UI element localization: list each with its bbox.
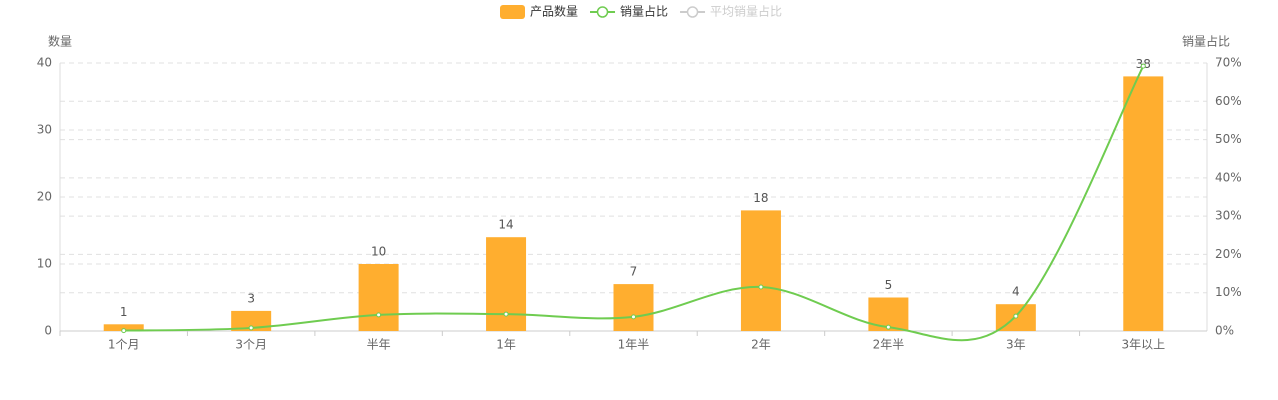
line-point bbox=[885, 324, 891, 330]
bar bbox=[358, 264, 399, 331]
y-tick-label: 20 bbox=[37, 190, 52, 204]
legend-label[interactable]: 平均销量占比 bbox=[710, 4, 782, 19]
legend-label[interactable]: 产品数量 bbox=[530, 4, 578, 19]
x-tick-label: 1个月 bbox=[108, 338, 140, 352]
data-label: 14 bbox=[498, 218, 513, 232]
line-point bbox=[376, 312, 382, 318]
y-tick-label: 10 bbox=[37, 257, 52, 271]
data-label: 4 bbox=[1012, 285, 1020, 299]
bar bbox=[103, 324, 144, 331]
y2-tick-label: 10% bbox=[1215, 285, 1242, 299]
legend-swatch[interactable] bbox=[596, 6, 609, 18]
bar bbox=[486, 237, 527, 331]
x-tick-label: 3年以上 bbox=[1121, 338, 1165, 352]
x-tick-label: 2年 bbox=[751, 338, 771, 352]
data-label: 1 bbox=[120, 305, 128, 319]
legend-label[interactable]: 销量占比 bbox=[620, 4, 668, 19]
legend-swatch[interactable] bbox=[686, 6, 699, 18]
x-tick-label: 半年 bbox=[367, 338, 391, 352]
x-tick-label: 1年 bbox=[496, 338, 516, 352]
y-tick-label: 40 bbox=[37, 56, 52, 70]
line-point bbox=[1013, 313, 1019, 319]
y-tick-label: 0 bbox=[44, 324, 52, 338]
y2-axis-label: 销量占比 bbox=[1182, 34, 1230, 49]
line-point bbox=[1140, 63, 1146, 69]
bar bbox=[613, 284, 654, 331]
y2-tick-label: 30% bbox=[1215, 209, 1242, 223]
line-point bbox=[503, 311, 509, 317]
y2-tick-label: 20% bbox=[1215, 247, 1242, 261]
x-tick-label: 2年半 bbox=[873, 338, 905, 352]
data-label: 10 bbox=[371, 245, 386, 259]
y2-tick-label: 40% bbox=[1215, 170, 1242, 184]
line-point bbox=[121, 328, 127, 334]
bar bbox=[1123, 76, 1164, 332]
line-point bbox=[631, 314, 636, 320]
y2-tick-label: 0% bbox=[1215, 324, 1234, 338]
y-axis-label: 数量 bbox=[48, 34, 72, 49]
x-tick-label: 3个月 bbox=[235, 338, 267, 352]
y2-tick-label: 50% bbox=[1215, 132, 1242, 146]
line-point bbox=[248, 325, 254, 331]
legend-swatch[interactable] bbox=[500, 5, 525, 19]
x-tick-label: 1年半 bbox=[618, 338, 650, 352]
y2-tick-label: 60% bbox=[1215, 94, 1242, 108]
data-label: 3 bbox=[247, 291, 255, 305]
bar bbox=[740, 210, 781, 331]
data-label: 5 bbox=[885, 278, 893, 292]
bar bbox=[231, 310, 272, 331]
line-point bbox=[758, 284, 764, 290]
x-tick-label: 3年 bbox=[1006, 338, 1026, 352]
y-tick-label: 30 bbox=[37, 123, 52, 137]
y2-tick-label: 70% bbox=[1215, 56, 1242, 70]
data-label: 18 bbox=[753, 191, 768, 205]
data-label: 7 bbox=[630, 265, 638, 279]
